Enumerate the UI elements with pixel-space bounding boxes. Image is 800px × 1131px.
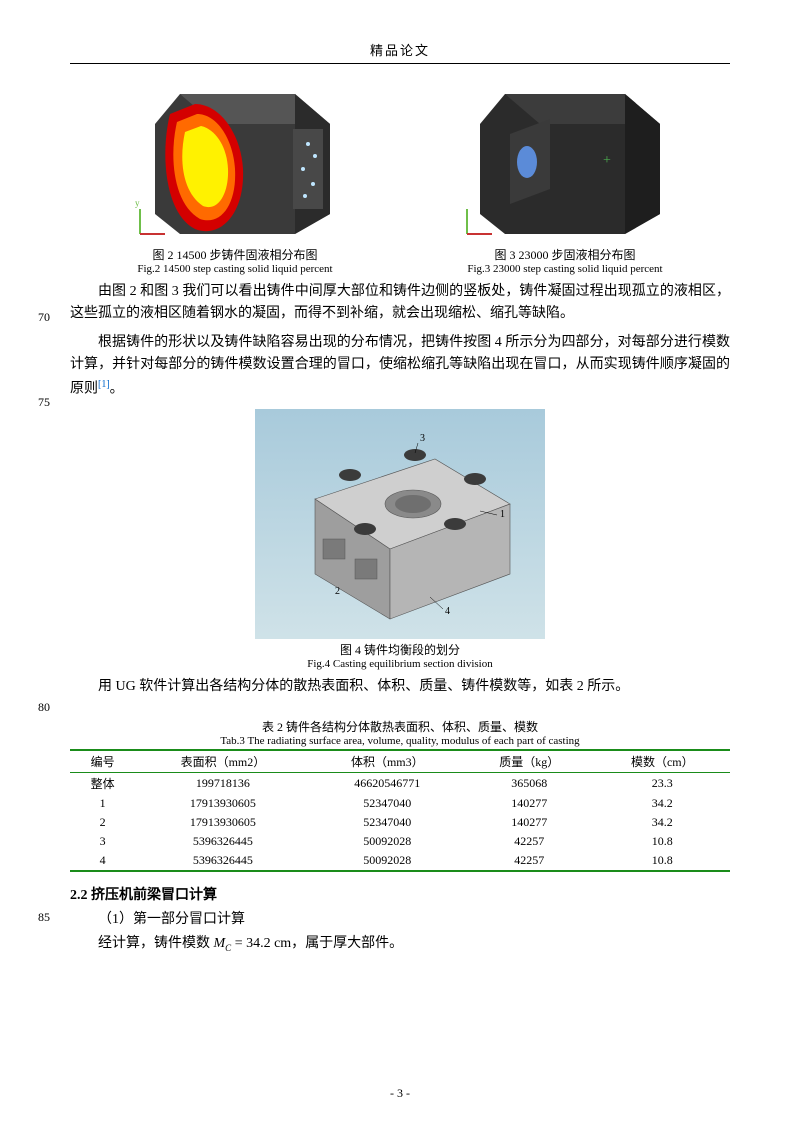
figure-3-caption-en: Fig.3 23000 step casting solid liquid pe… [455,263,675,275]
table-cell: 5396326445 [135,851,310,871]
table-cell: 140277 [464,794,595,813]
table-cell: 17913930605 [135,794,310,813]
table-cell: 23.3 [595,773,730,795]
section-2-2-heading: 2.2 挤压机前梁冒口计算 [70,884,730,904]
table-header-row: 编号 表面积（mm2） 体积（mm3） 质量（kg） 模数（cm） [70,750,730,773]
table-cell: 52347040 [311,794,465,813]
table-cell: 34.2 [595,794,730,813]
table-2-title-en: Tab.3 The radiating surface area, volume… [70,735,730,747]
table-cell: 46620546771 [311,773,465,795]
paragraph-1: 由图 2 和图 3 我们可以看出铸件中间厚大部位和铸件边侧的竖板处，铸件凝固过程… [70,281,730,326]
table-cell: 5396326445 [135,832,310,851]
table-cell: 50092028 [311,851,465,871]
paragraph-2-text-b: 。 [110,381,124,396]
header-rule [70,63,730,64]
table-cell: 10.8 [595,832,730,851]
paragraph-2: 根据铸件的形状以及铸件缺陷容易出现的分布情况，把铸件按图 4 所示分为四部分，对… [70,332,730,401]
paragraph-2-text-a: 根据铸件的形状以及铸件缺陷容易出现的分布情况，把铸件按图 4 所示分为四部分，对… [70,335,730,396]
line-number-70: 70 [38,310,50,325]
table-cell: 52347040 [311,813,465,832]
table-col-4: 模数（cm） [595,750,730,773]
section-2-2-calc: 经计算，铸件模数 MC = 34.2 cm，属于厚大部件。 [98,932,730,953]
svg-text:2: 2 [335,586,340,597]
svg-text:3: 3 [420,433,425,444]
figure-4: 1 2 3 4 图 4 铸件均衡段的划分 Fig.4 Casting equil… [70,409,730,670]
table-cell: 17913930605 [135,813,310,832]
table-cell: 42257 [464,832,595,851]
svg-text:4: 4 [445,606,450,617]
table-2-title-cn: 表 2 铸件各结构分体散热表面积、体积、质量、模数 [70,718,730,735]
table-col-3: 质量（kg） [464,750,595,773]
citation-1: [1] [98,379,110,390]
figure-3: + 图 3 23000 步固液相分布图 Fig.3 23000 step cas… [455,74,675,275]
table-row: 整体 199718136 46620546771 365068 23.3 [70,773,730,795]
table-col-0: 编号 [70,750,135,773]
calc-prefix: 经计算，铸件模数 [98,936,210,951]
table-cell: 34.2 [595,813,730,832]
calc-eq: = 34.2 cm， [231,936,305,951]
figure-4-caption-cn: 图 4 铸件均衡段的划分 [70,641,730,658]
page-number: - 3 - [0,1086,800,1101]
table-2: 编号 表面积（mm2） 体积（mm3） 质量（kg） 模数（cm） 整体 199… [70,749,730,872]
paragraph-3: 用 UG 软件计算出各结构分体的散热表面积、体积、质量、铸件模数等，如表 2 所… [70,676,730,698]
line-number-75: 75 [38,395,50,410]
figure-3-image: + [455,74,675,244]
figure-3-caption-cn: 图 3 23000 步固液相分布图 [455,246,675,263]
figure-4-image: 1 2 3 4 [255,409,545,639]
section-2-2-sub1: （1）第一部分冒口计算 [98,908,730,928]
table-cell: 140277 [464,813,595,832]
figure-2-image: y [125,74,345,244]
table-cell: 2 [70,813,135,832]
figure-2: y 图 2 14500 步铸件固液相分布图 Fig.2 14500 step c… [125,74,345,275]
table-col-1: 表面积（mm2） [135,750,310,773]
figure-2-caption-cn: 图 2 14500 步铸件固液相分布图 [125,246,345,263]
table-row: 2 17913930605 52347040 140277 34.2 [70,813,730,832]
table-cell: 10.8 [595,851,730,871]
table-row: 4 5396326445 50092028 42257 10.8 [70,851,730,871]
table-cell: 4 [70,851,135,871]
table-cell: 50092028 [311,832,465,851]
svg-text:1: 1 [500,509,505,520]
figure-2-caption-en: Fig.2 14500 step casting solid liquid pe… [125,263,345,275]
table-cell: 199718136 [135,773,310,795]
figure-4-caption-en: Fig.4 Casting equilibrium section divisi… [70,658,730,670]
calc-suffix: 属于厚大部件。 [305,936,403,951]
table-cell: 42257 [464,851,595,871]
table-row: 3 5396326445 50092028 42257 10.8 [70,832,730,851]
table-col-2: 体积（mm3） [311,750,465,773]
svg-text:y: y [135,198,140,208]
table-row: 1 17913930605 52347040 140277 34.2 [70,794,730,813]
table-cell: 3 [70,832,135,851]
calc-symbol-M: M [214,936,226,951]
figure-row-2-3: y 图 2 14500 步铸件固液相分布图 Fig.2 14500 step c… [70,74,730,275]
table-cell: 365068 [464,773,595,795]
line-number-85: 85 [38,910,50,925]
table-cell: 整体 [70,773,135,795]
svg-text:+: + [603,153,611,168]
table-cell: 1 [70,794,135,813]
page-header: 精品论文 [70,40,730,59]
line-number-80: 80 [38,700,50,715]
